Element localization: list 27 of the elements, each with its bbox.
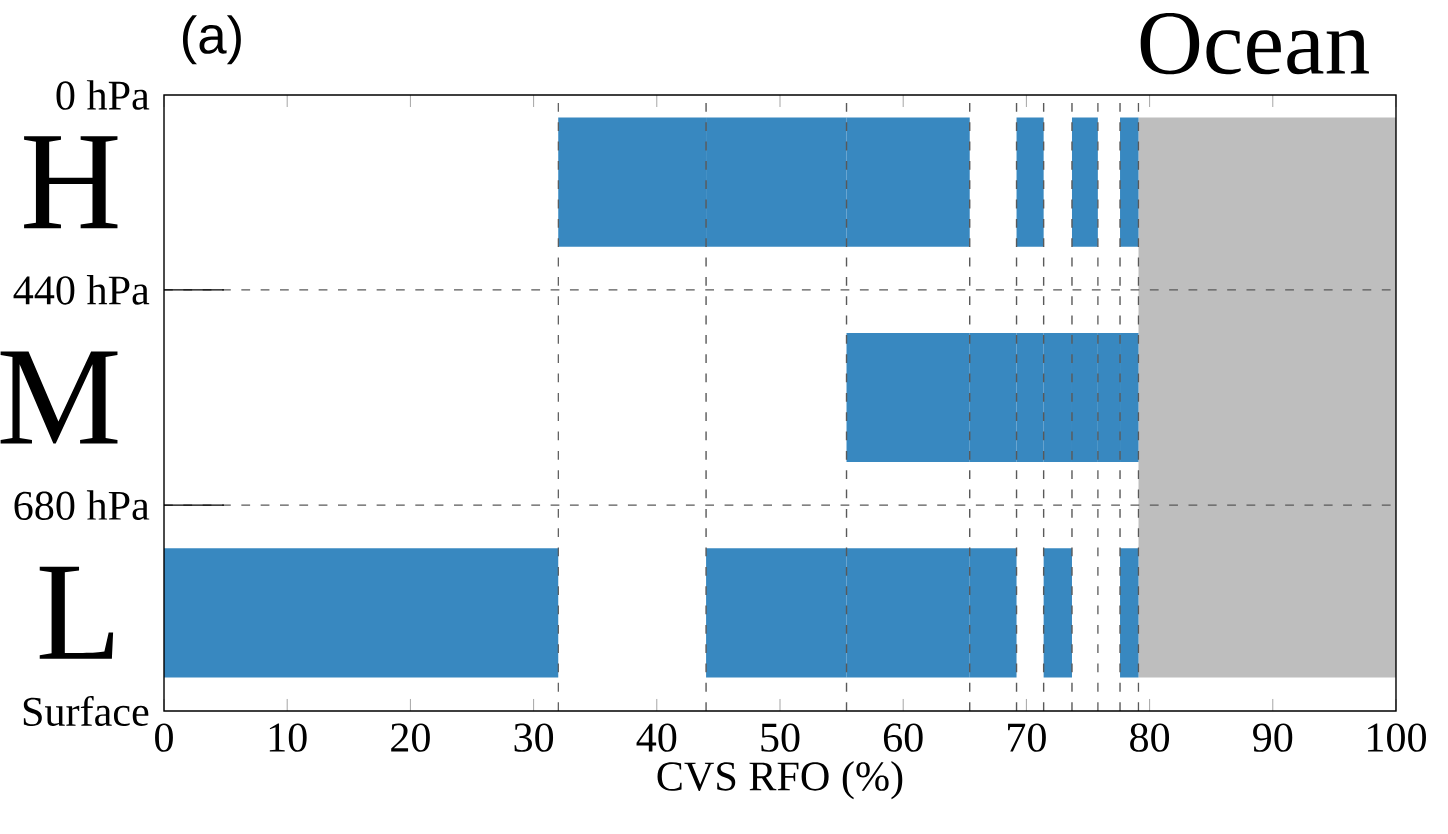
x-tick-label: 90 [1253,723,1293,752]
text: (a) [182,15,241,65]
y-tick-label: L [39,566,114,659]
y-tick-label: M [0,351,118,444]
x-tick-label: 40 [636,723,677,752]
bar [1120,117,1139,247]
bar [1120,548,1139,678]
text: 440 hPa [13,275,150,305]
x-tick-label: 50 [761,723,800,752]
bar [1016,117,1044,247]
text: 680 hPa [14,490,150,520]
text: 0 hPa [56,80,150,110]
x-tick-label: 10 [269,723,307,752]
bar [1043,548,1072,678]
x-tick-label: 20 [391,723,430,752]
x-tick-label: 0 [155,723,173,752]
chart-title: Ocean [1140,12,1369,75]
bar [1071,117,1098,247]
x-tick-label: 100 [1368,723,1426,752]
x-axis-title: CVS RFO (%) [657,760,903,800]
x-tick-label: 80 [1130,723,1170,752]
x-tick-label: 70 [1008,723,1046,752]
x-tick-label: 60 [883,723,923,752]
text: Surface [23,695,149,727]
bar [164,548,559,678]
x-tick-label: 30 [514,723,554,752]
y-tick-label: H [24,136,118,229]
